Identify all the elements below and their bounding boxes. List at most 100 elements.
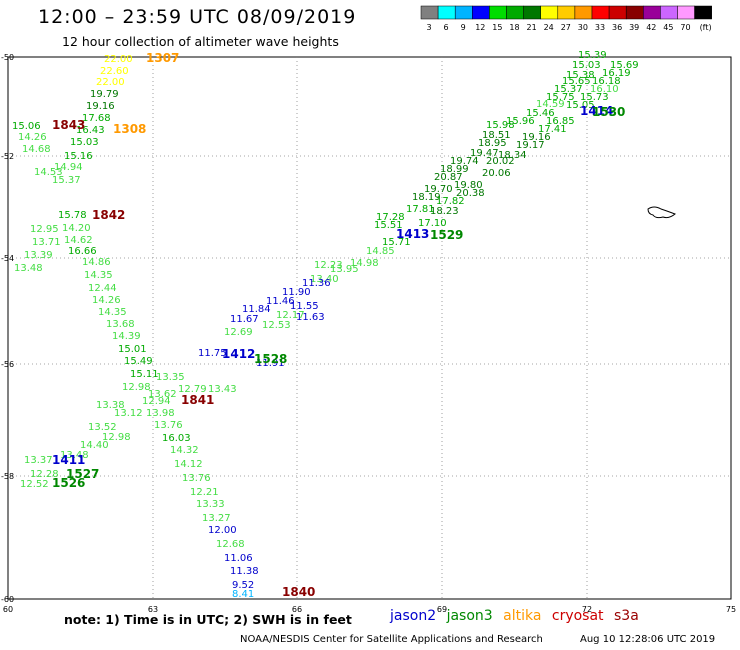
wave-height-value: 14.59: [536, 99, 565, 110]
colorbar-label: 27: [561, 23, 571, 32]
legend-altika: altika: [503, 608, 542, 624]
timestamp: Aug 10 12:28:06 UTC 2019: [580, 634, 716, 645]
wave-height-value: 19.17: [516, 140, 545, 151]
wave-height-value: 17.81: [406, 204, 435, 215]
wave-height-value: 12.52: [20, 479, 49, 490]
wave-height-value: 14.32: [170, 445, 199, 456]
wave-height-value: 12.21: [190, 487, 219, 498]
colorbar-label: 33: [595, 23, 605, 32]
wave-height-value: 9.52: [232, 580, 254, 591]
wave-height-value: 12.69: [224, 327, 253, 338]
wave-height-value: 12.79: [178, 384, 207, 395]
wave-height-value: 16.18: [592, 76, 621, 87]
wave-height-value: 19.16: [522, 132, 551, 143]
wave-height-value: 22.60: [100, 66, 129, 77]
pass-id-label: 1308: [113, 122, 146, 136]
wave-height-value: 14.39: [112, 331, 141, 342]
colorbar-swatch: [540, 5, 559, 20]
wave-height-value: 13.95: [330, 264, 359, 275]
pass-id-label: 1414: [580, 104, 613, 118]
pass-id-label: 1526: [52, 476, 85, 490]
wave-height-value: 13.68: [106, 319, 135, 330]
legend-jason3: jason3: [446, 608, 493, 624]
lat-tick-label: -52: [1, 152, 14, 161]
wave-height-value: 14.40: [80, 440, 109, 451]
wave-height-value: 16.66: [68, 246, 97, 257]
wave-height-value: 13.76: [182, 473, 211, 484]
wave-height-value: 19.79: [90, 89, 119, 100]
colorbar-label: 3: [426, 23, 431, 32]
lat-tick-label: -58: [1, 472, 14, 481]
wave-height-value: 8.41: [232, 589, 254, 600]
lat-lon-grid: [8, 57, 731, 599]
colorbar-label: 30: [578, 23, 588, 32]
legend-s3a: s3a: [614, 608, 639, 624]
wave-height-value: 14.26: [18, 132, 47, 143]
wave-height-value: 15.05: [566, 100, 595, 111]
pass-id-label: 1841: [181, 393, 214, 407]
legend-jason2: jason2: [390, 608, 437, 624]
colorbar-swatch: [591, 5, 610, 20]
lon-tick-label: 66: [292, 605, 302, 614]
colorbar-label: 18: [509, 23, 519, 32]
bottom-note: note: 1) Time is in UTC; 2) SWH is in fe…: [64, 612, 352, 627]
page-title: 12:00 – 23:59 UTC 08/09/2019: [38, 6, 357, 28]
wave-height-value: 14.62: [64, 235, 93, 246]
colorbar-swatch: [489, 5, 507, 20]
wave-height-value: 14.35: [84, 270, 113, 281]
wave-height-value: 14.12: [174, 459, 203, 470]
lon-tick-label: 72: [582, 605, 592, 614]
wave-height-value: 18.51: [482, 130, 511, 141]
lat-tick-label: -50: [1, 53, 14, 62]
wave-height-value: 15.03: [70, 137, 99, 148]
wave-height-value: 18.99: [440, 164, 469, 175]
satellite-legend: jason2 jason3 altika cryosat s3a: [390, 608, 645, 624]
wave-height-value: 20.02: [486, 156, 515, 167]
wave-height-value: 13.98: [146, 408, 175, 419]
wave-height-value: 12.17: [276, 310, 305, 321]
map-frame: [7, 56, 732, 600]
colorbar: 3 6 9 12 15 18 21 24 27 30 33 36 39 42 45 70 (ft): [420, 5, 712, 32]
wave-height-value: 17.28: [376, 212, 405, 223]
wave-height-value: 15.03: [572, 60, 601, 71]
wave-height-value: 16.19: [602, 68, 631, 79]
wave-height-value: 11.63: [296, 312, 325, 323]
wave-height-value: 14.86: [82, 257, 111, 268]
wave-height-value: 15.37: [52, 175, 81, 186]
colorbar-label: 21: [527, 23, 537, 32]
wave-height-value: 20.06: [482, 168, 511, 179]
wave-height-value: 15.65: [562, 76, 591, 87]
colorbar-swatch: [454, 5, 473, 20]
colorbar-label: 12: [475, 23, 485, 32]
lon-tick-label: 60: [3, 605, 13, 614]
colorbar-label: 6: [444, 23, 449, 32]
wave-height-value: 12.00: [208, 525, 237, 536]
colorbar-label: 42: [646, 23, 656, 32]
wave-height-value: 15.38: [566, 70, 595, 81]
wave-height-value: 11.67: [230, 314, 259, 325]
wave-height-value: 13.33: [196, 499, 225, 510]
wave-height-value: 16.10: [590, 84, 619, 95]
colorbar-swatch: [574, 5, 593, 20]
wave-height-value: 18.23: [430, 206, 459, 217]
pass-id-label: 1530: [592, 105, 625, 119]
wave-height-value: 11.75: [198, 348, 227, 359]
longitude-tick-labels: 60 63 66 69 72 75: [3, 605, 736, 614]
wave-height-value: 15.11: [130, 369, 159, 380]
colorbar-label: (ft): [700, 23, 712, 32]
wave-height-value: 16.43: [76, 125, 105, 136]
colorbar-swatch: [660, 5, 678, 20]
wave-height-value: 13.76: [154, 420, 183, 431]
pass-id-label: 1843: [52, 118, 85, 132]
colorbar-swatch: [643, 5, 661, 20]
lat-tick-label: -56: [1, 360, 14, 369]
pass-id-label: 1528: [254, 352, 287, 366]
wave-height-value: 12.68: [216, 539, 245, 550]
wave-height-value: 15.75: [546, 92, 575, 103]
latitude-tick-labels: -50 -52 -54 -56 -58 -60: [1, 53, 14, 604]
pass-id-label: 1527: [66, 467, 99, 481]
wave-height-value: 14.98: [350, 258, 379, 269]
wave-height-value: 15.69: [610, 60, 639, 71]
